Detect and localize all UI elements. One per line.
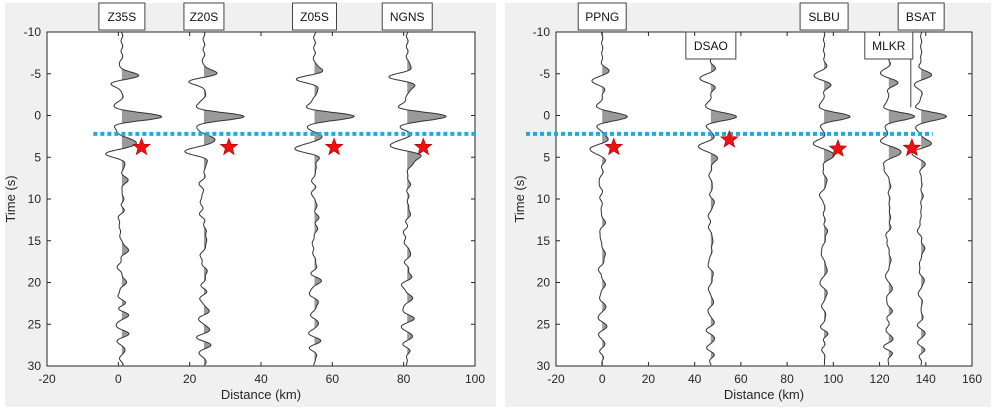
x-tick-label: 100 — [823, 372, 843, 386]
y-tick-label: -5 — [539, 67, 550, 81]
y-tick-label: -10 — [533, 25, 551, 39]
x-tick-label: -20 — [38, 372, 56, 386]
x-axis-label: Distance (km) — [724, 387, 804, 402]
station-name: PPNG — [585, 10, 619, 24]
station-label-box — [897, 2, 945, 31]
station-name: MLKR — [872, 39, 906, 53]
waveform-z35s — [104, 31, 163, 366]
waveform-z05s — [294, 32, 356, 366]
trace-fill-dsao — [710, 32, 737, 366]
trace-fill-z05s — [314, 32, 355, 366]
arrival-star-ppng — [604, 137, 624, 156]
station-name: NGNS — [390, 10, 425, 24]
trace-fill-z35s — [121, 32, 162, 366]
station-label-ngns: NGNS — [381, 2, 433, 31]
station-name: SLBU — [808, 10, 839, 24]
station-label-box — [98, 2, 146, 31]
x-tick-label: 60 — [734, 372, 748, 386]
x-tick-label: 0 — [599, 372, 606, 386]
x-tick-label: 140 — [916, 372, 936, 386]
y-tick-label: 10 — [537, 192, 551, 206]
y-tick-label: 0 — [34, 109, 41, 123]
arrival-star-z05s — [324, 137, 344, 156]
station-label-box — [183, 2, 225, 31]
arrival-star-z20s — [219, 137, 239, 156]
x-tick-label: 60 — [326, 372, 340, 386]
station-label-mlkr: MLKR — [864, 31, 914, 108]
y-tick-label: 5 — [543, 150, 550, 164]
trace-fill-slbu — [824, 32, 850, 366]
y-tick-label: 25 — [28, 317, 42, 331]
x-tick-label: 100 — [465, 372, 485, 386]
waveform-mlkr — [879, 31, 916, 366]
plot-area — [555, 31, 973, 367]
station-label-ppng: PPNG — [577, 2, 627, 31]
x-tick-label: 120 — [870, 372, 890, 386]
x-axis-label: Distance (km) — [221, 387, 301, 402]
waveform-slbu — [812, 31, 851, 366]
y-tick-label: 20 — [28, 276, 42, 290]
y-axis-label: Time (s) — [512, 175, 527, 222]
station-name: Z35S — [108, 10, 137, 24]
y-tick-label: 30 — [537, 359, 551, 373]
station-name: Z20S — [190, 10, 219, 24]
arrival-star-z35s — [132, 137, 151, 156]
y-tick-label: 15 — [537, 234, 551, 248]
waveform-ngns — [388, 31, 447, 366]
plot-area — [46, 31, 476, 367]
arrival-star-slbu — [828, 139, 848, 157]
trace-fill-bsat — [921, 32, 947, 366]
x-tick-label: 40 — [688, 372, 702, 386]
station-label-z20s: Z20S — [183, 2, 225, 31]
y-tick-label: 20 — [537, 276, 551, 290]
station-label-box — [292, 2, 337, 31]
y-axis-label: Time (s) — [3, 175, 18, 222]
arrival-star-ngns — [413, 137, 433, 156]
station-label-box — [864, 31, 914, 60]
trace-fill-ppng — [602, 32, 628, 366]
y-tick-label: 0 — [543, 109, 550, 123]
waveform-dsao — [697, 31, 737, 366]
waveform-z20s — [184, 31, 245, 366]
x-tick-label: 20 — [183, 372, 197, 386]
station-label-box — [799, 2, 849, 31]
station-label-box — [381, 2, 433, 31]
y-tick-label: 30 — [28, 359, 42, 373]
trace-fill-mlkr — [888, 32, 915, 366]
x-tick-label: 160 — [962, 372, 982, 386]
x-tick-label: 40 — [254, 372, 268, 386]
station-label-slbu: SLBU — [799, 2, 849, 31]
arrival-star-bsat — [902, 138, 922, 156]
station-name: DSAO — [694, 39, 728, 53]
waveform-bsat — [911, 31, 948, 366]
station-name: BSAT — [906, 10, 937, 24]
y-tick-label: 25 — [537, 317, 551, 331]
waveform-ppng — [589, 31, 628, 366]
x-tick-label: 0 — [115, 372, 122, 386]
station-name: Z05S — [300, 10, 329, 24]
chart-panel-1: Z35S Z20S Z05S NGNS -20 0 20 40 60 80 100 -10 -5 0 5 10… — [3, 2, 496, 407]
y-tick-label: 15 — [28, 234, 42, 248]
x-tick-label: 20 — [642, 372, 656, 386]
station-label-z05s: Z05S — [292, 2, 337, 31]
station-label-bsat: BSAT — [897, 2, 945, 31]
x-tick-label: -20 — [547, 372, 565, 386]
y-tick-label: 5 — [34, 150, 41, 164]
y-tick-label: 10 — [28, 192, 42, 206]
y-tick-label: -10 — [24, 25, 42, 39]
station-label-dsao: DSAO — [685, 31, 737, 60]
arrival-star-dsao — [720, 129, 739, 148]
y-tick-label: -5 — [30, 67, 41, 81]
trace-fill-z20s — [203, 32, 244, 366]
trace-fill-ngns — [407, 32, 446, 366]
station-label-box — [577, 2, 627, 31]
station-label-z35s: Z35S — [98, 2, 146, 31]
x-tick-label: 80 — [397, 372, 411, 386]
x-tick-label: 80 — [780, 372, 794, 386]
station-label-box — [685, 31, 737, 60]
